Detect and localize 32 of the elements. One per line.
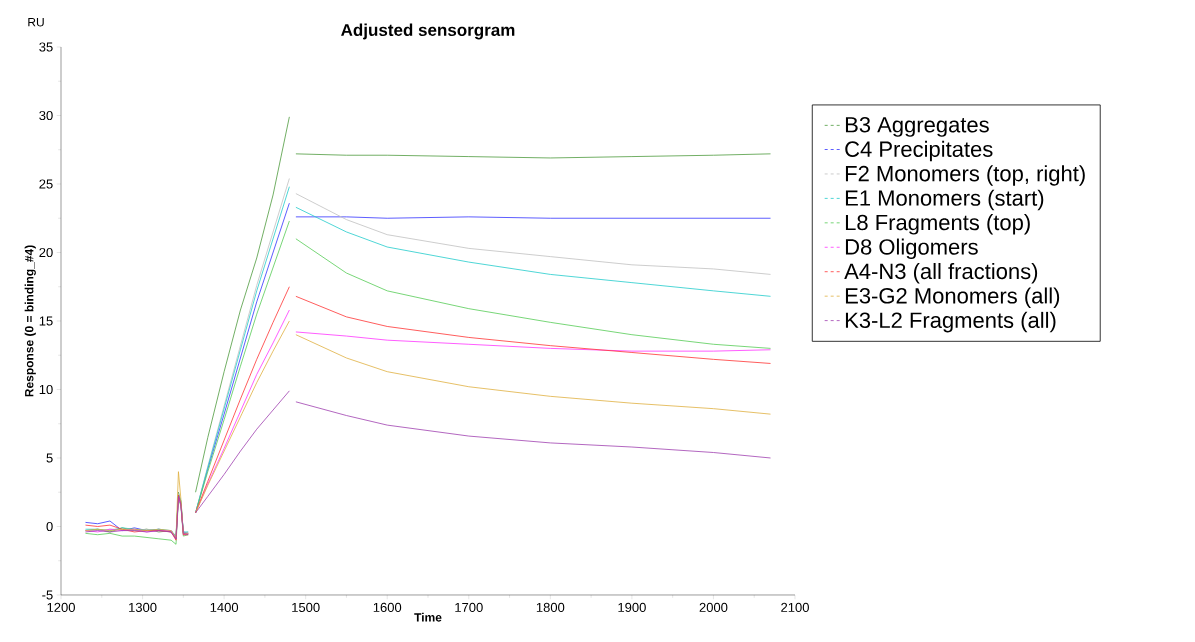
text: RU [28, 18, 44, 27]
legend-label: E3-G2 Monomers (all) [845, 287, 1060, 308]
x-tick-label: 2100 [781, 602, 809, 612]
y-tick-label: 30 [39, 110, 53, 121]
legend-label: L8 Fragments (top) [845, 214, 1030, 235]
legend-label: C4 Precipitates [845, 140, 993, 162]
y-tick-label: 20 [39, 247, 53, 258]
x-tick-label: 1700 [455, 602, 483, 612]
x-axis-title: Time [414, 612, 442, 622]
x-tick-label: 1900 [618, 602, 646, 612]
legend-label: K3-L2 Fragments (all) [845, 311, 1056, 333]
chart-title: Adjusted sensorgram [341, 23, 515, 40]
legend-label: B3 Aggregates [845, 116, 989, 137]
x-tick-label: 1200 [47, 602, 75, 612]
y-tick-label: 10 [39, 384, 53, 395]
y-tick-label: 35 [39, 42, 53, 52]
x-tick-label: 1800 [536, 602, 565, 612]
y-tick-label: 25 [39, 179, 53, 189]
y-axis-title: Response (0 = binding_#4) [24, 245, 36, 397]
y-tick-label: 0 [46, 521, 53, 532]
legend-label: E1 Monomers (start) [845, 189, 1044, 211]
y-tick-label: 15 [39, 316, 53, 326]
x-tick-label: 1500 [292, 602, 320, 612]
legend-label: D8 Oligomers [845, 238, 978, 260]
x-tick-label: 2000 [699, 602, 728, 612]
y-tick-label: 5 [46, 453, 53, 463]
legend-label: F2 Monomers (top, right) [845, 165, 1085, 186]
x-tick-label: 1300 [129, 602, 157, 612]
y-tick-label: -5 [42, 590, 53, 600]
x-tick-label: 1600 [373, 602, 402, 612]
x-tick-label: 1400 [210, 602, 239, 612]
legend-label: A4-N3 (all fractions) [844, 262, 1038, 284]
